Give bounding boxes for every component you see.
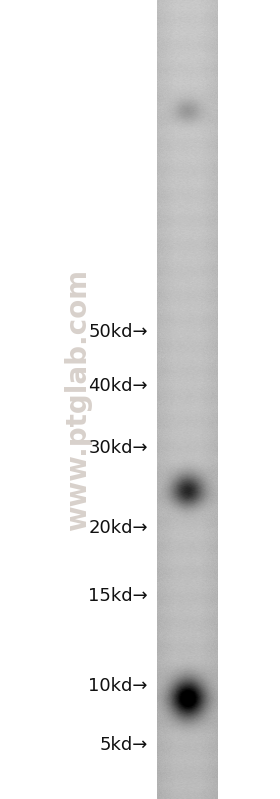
Text: 30kd→: 30kd→ xyxy=(88,439,148,457)
Text: www.ptglab.com: www.ptglab.com xyxy=(64,269,92,531)
Text: 10kd→: 10kd→ xyxy=(88,677,148,695)
Text: 50kd→: 50kd→ xyxy=(88,323,148,341)
Text: 20kd→: 20kd→ xyxy=(88,519,148,537)
Text: 15kd→: 15kd→ xyxy=(88,587,148,605)
Text: 40kd→: 40kd→ xyxy=(88,377,148,395)
Text: 5kd→: 5kd→ xyxy=(100,736,148,754)
